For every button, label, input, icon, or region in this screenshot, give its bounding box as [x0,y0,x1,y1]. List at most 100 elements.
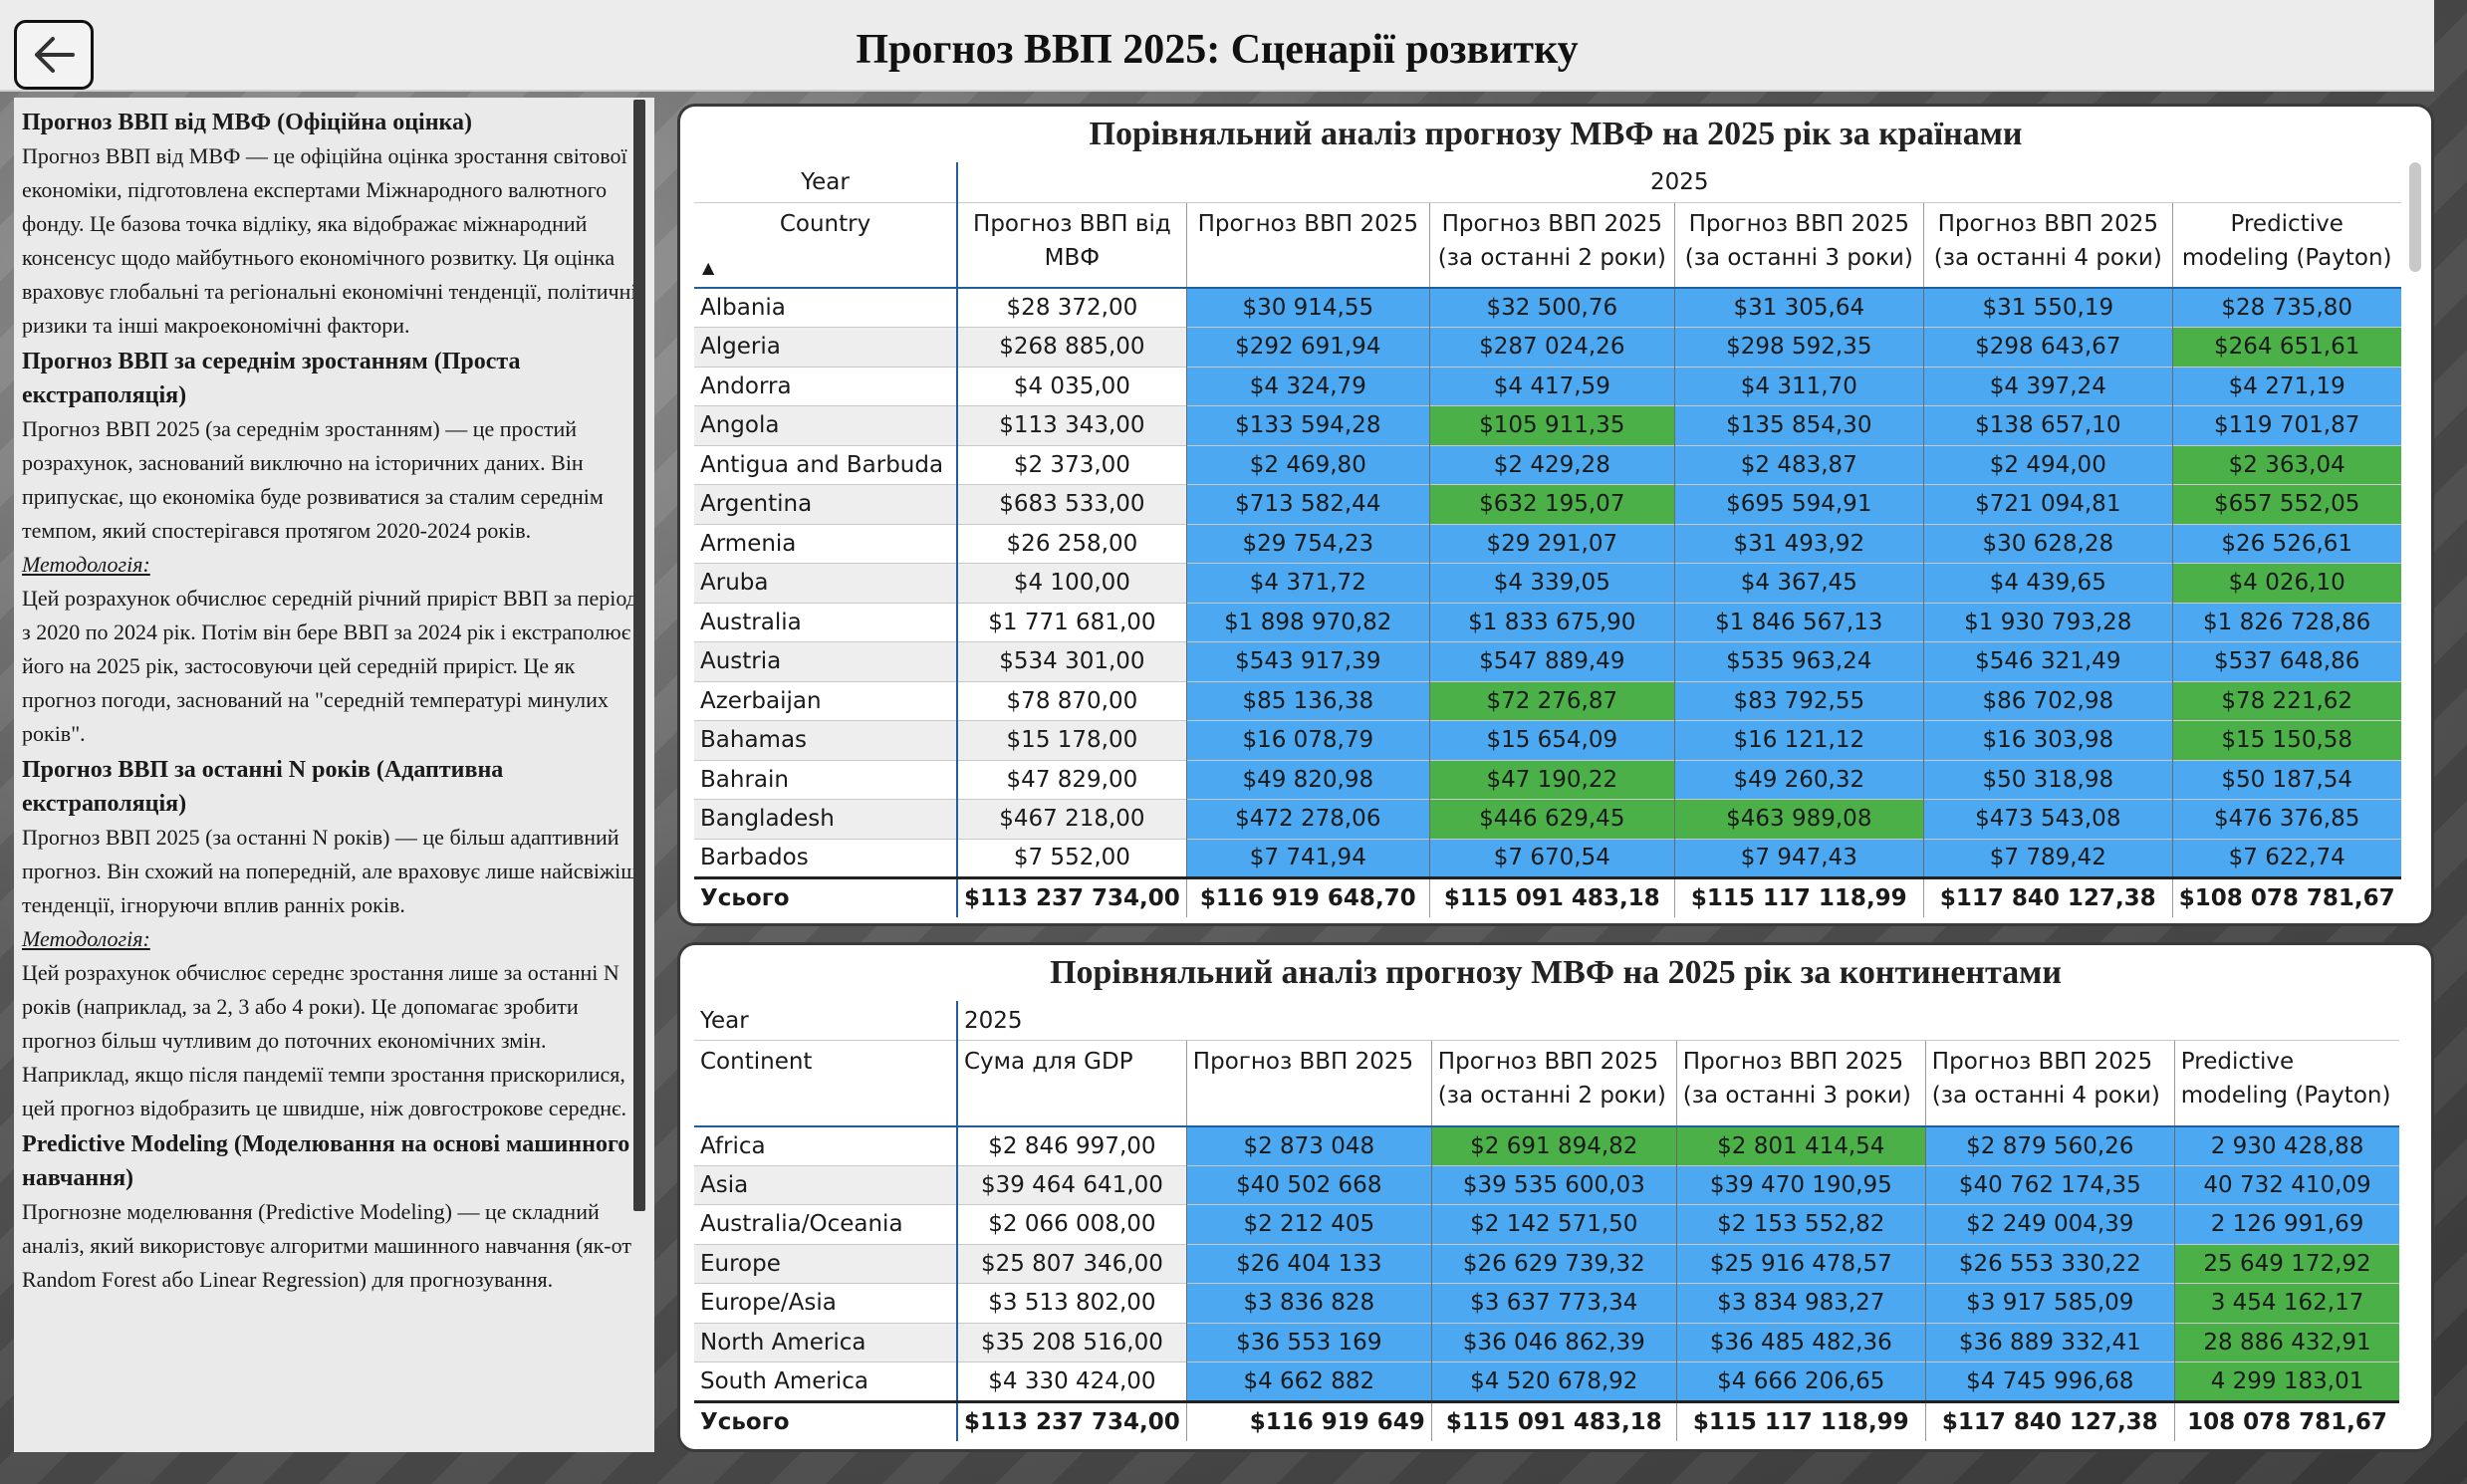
table-row[interactable]: Barbados $7 552,00 $7 741,94 $7 670,54 $7 94… [694,838,2401,878]
country-column-header[interactable]: Country ▲ [694,202,957,288]
col-header-3y[interactable]: Прогноз ВВП 2025 (за останні 3 роки) [1673,202,1924,288]
table-cell: $40 502 668 [1185,1164,1432,1205]
row-label: South America [694,1361,957,1401]
row-label: Azerbaijan [694,680,957,721]
table-cell: $4 397,24 [1922,366,2173,406]
countries-panel: Порівняльний аналіз прогнозу МВФ на 2025… [677,104,2434,926]
table-cell: $2 066 008,00 [955,1204,1187,1244]
table-row[interactable]: Azerbaijan $78 870,00 $85 136,38 $72 276,87… [694,680,2401,721]
table-cell: $3 513 802,00 [955,1283,1187,1323]
table-row[interactable]: Austria $534 301,00 $543 917,39 $547 889,49… [694,641,2401,681]
table-row[interactable]: Asia $39 464 641,00 $40 502 668 $39 535 600… [694,1164,2400,1205]
back-button[interactable] [14,20,94,90]
section-text-adaptive: Прогноз ВВП 2025 (за останні N років) — … [22,825,644,917]
table-row[interactable]: Bahamas $15 178,00 $16 078,79 $15 654,09 $16… [694,720,2401,760]
table-cell: $2 691 894,82 [1430,1125,1677,1165]
col-header-predictive[interactable]: Predictive modeling (Payton) [2173,1040,2400,1126]
table-cell: $2 142 571,50 [1430,1204,1677,1244]
continent-column-header[interactable]: Continent [700,1049,813,1075]
row-label: Barbados [694,838,957,878]
table-row[interactable]: South America $4 330 424,00 $4 662 882 $4 5… [694,1361,2400,1401]
table-cell: $657 552,05 [2171,484,2401,524]
table-cell: $4 330 424,00 [955,1361,1187,1401]
table-row[interactable]: Africa $2 846 997,00 $2 873 048 $2 691 894,… [694,1125,2400,1165]
total-imf: $113 237 734,00 [955,876,1187,917]
col-header-predictive[interactable]: Predictive modeling (Payton) [2171,202,2401,288]
row-label: Bangladesh [694,799,957,839]
table-cell: $2 483,87 [1673,444,1924,485]
table-scrollbar[interactable] [2409,162,2421,272]
table-row[interactable]: Bangladesh $467 218,00 $472 278,06 $446 629… [694,799,2401,839]
continents-table[interactable]: Year 2025 Continent Сума для GDP Прогноз… [694,1001,2400,1441]
table-cell: $3 836 828 [1185,1283,1432,1323]
section-text-imf: Прогноз ВВП від МВФ — це офіційна оцінка… [22,143,637,338]
table-cell: $49 820,98 [1185,759,1430,800]
row-label: Albania [694,287,957,328]
table-cell: $28 735,80 [2171,287,2401,328]
table-row[interactable]: North America $35 208 516,00 $36 553 169 $3… [694,1322,2400,1362]
table-row[interactable]: Argentina $683 533,00 $713 582,44 $632 195,… [694,484,2401,524]
table-cell: $7 741,94 [1185,838,1430,878]
col-header-imf[interactable]: Прогноз ВВП від МВФ [955,202,1187,288]
table-cell: $40 762 174,35 [1924,1164,2175,1205]
row-label: Europe/Asia [694,1283,957,1323]
table-row[interactable]: Australia/Oceania $2 066 008,00 $2 212 405… [694,1204,2400,1244]
table-cell: $4 417,59 [1428,366,1675,406]
table-row[interactable]: Angola $113 343,00 $133 594,28 $105 911,35 $… [694,405,2401,445]
table-cell: $2 153 552,82 [1675,1204,1926,1244]
table-row[interactable]: Bahrain $47 829,00 $49 820,98 $47 190,22 $49… [694,759,2401,800]
table-cell: $29 291,07 [1428,523,1675,564]
sidebar-scrollbar[interactable] [633,100,645,1211]
table-row[interactable]: Antigua and Barbuda $2 373,00 $2 469,80 $2 … [694,444,2401,485]
table-row[interactable]: Armenia $26 258,00 $29 754,23 $29 291,07 $31… [694,523,2401,564]
table-cell: $535 963,24 [1673,641,1924,681]
table-row[interactable]: Aruba $4 100,00 $4 371,72 $4 339,05 $4 367,4… [694,563,2401,603]
table-cell: $39 470 190,95 [1675,1164,1926,1205]
col-header-avg[interactable]: Прогноз ВВП 2025 [1185,202,1430,288]
table-cell: $546 321,49 [1922,641,2173,681]
table-cell: $31 550,19 [1922,287,2173,328]
continents-table-title: Порівняльний аналіз прогнозу МВФ на 2025… [1050,954,2062,991]
total-avg: $116 919 649 [1185,1399,1432,1441]
sidebar-description[interactable]: Прогноз ВВП від МВФ (Офіційна оцінка) Пр… [14,98,654,1452]
table-cell: $31 305,64 [1673,287,1924,328]
table-row[interactable]: Australia $1 771 681,00 $1 898 970,82 $1 83… [694,602,2401,642]
table-cell: $35 208 516,00 [955,1322,1187,1362]
table-cell: 2 930 428,88 [2173,1125,2400,1165]
row-label: Austria [694,641,957,681]
table-row[interactable]: Andorra $4 035,00 $4 324,79 $4 417,59 $4 311… [694,366,2401,406]
countries-table[interactable]: Year 2025 Country ▲ Прогноз ВВП від МВФ П… [694,162,2401,917]
table-row[interactable]: Albania $28 372,00 $30 914,55 $32 500,76 $31… [694,287,2401,328]
row-label: Bahrain [694,759,957,800]
page-title: Прогноз ВВП 2025: Сценарії розвитку [856,27,1579,73]
table-cell: $36 889 332,41 [1924,1322,2175,1362]
table-cell: $2 873 048 [1185,1125,1432,1165]
table-cell: $26 629 739,32 [1430,1243,1677,1284]
table-cell: $7 552,00 [955,838,1187,878]
total-label: Усього [694,1399,957,1441]
table-cell: $2 801 414,54 [1675,1125,1926,1165]
total-3y: $115 117 118,99 [1675,1399,1926,1441]
table-cell: $135 854,30 [1673,405,1924,445]
table-cell: $2 494,00 [1922,444,2173,485]
table-cell: $695 594,91 [1673,484,1924,524]
row-label: Andorra [694,366,957,406]
table-cell: $78 221,62 [2171,680,2401,721]
col-header-2y[interactable]: Прогноз ВВП 2025 (за останні 2 роки) [1428,202,1675,288]
col-header-avg[interactable]: Прогноз ВВП 2025 [1185,1040,1432,1126]
col-header-gdp-sum[interactable]: Сума для GDP [955,1040,1187,1126]
table-row[interactable]: Algeria $268 885,00 $292 691,94 $287 024,26… [694,327,2401,367]
col-header-4y[interactable]: Прогноз ВВП 2025 (за останні 4 роки) [1924,1040,2175,1126]
table-cell: $268 885,00 [955,327,1187,367]
table-row[interactable]: Europe/Asia $3 513 802,00 $3 836 828 $3 637… [694,1283,2400,1323]
col-header-3y[interactable]: Прогноз ВВП 2025 (за останні 3 роки) [1675,1040,1926,1126]
table-row[interactable]: Europe $25 807 346,00 $26 404 133 $26 629 7… [694,1243,2400,1284]
table-cell: $47 829,00 [955,759,1187,800]
sort-ascending-icon[interactable]: ▲ [702,258,715,277]
table-cell: $119 701,87 [2171,405,2401,445]
col-header-4y[interactable]: Прогноз ВВП 2025 (за останні 4 роки) [1922,202,2173,288]
col-header-2y[interactable]: Прогноз ВВП 2025 (за останні 2 роки) [1430,1040,1677,1126]
table-cell: $83 792,55 [1673,680,1924,721]
table-cell: $138 657,10 [1922,405,2173,445]
row-label: Algeria [694,327,957,367]
